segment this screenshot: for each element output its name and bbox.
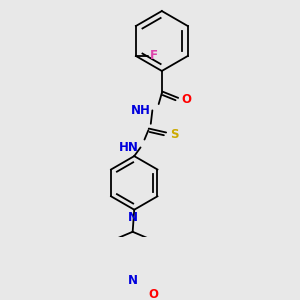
Text: N: N <box>128 274 138 287</box>
Text: S: S <box>170 128 178 140</box>
Text: HN: HN <box>119 141 139 154</box>
Text: O: O <box>148 288 158 300</box>
Text: F: F <box>150 50 158 62</box>
Text: O: O <box>182 93 191 106</box>
Text: N: N <box>128 211 138 224</box>
Text: NH: NH <box>131 104 151 117</box>
